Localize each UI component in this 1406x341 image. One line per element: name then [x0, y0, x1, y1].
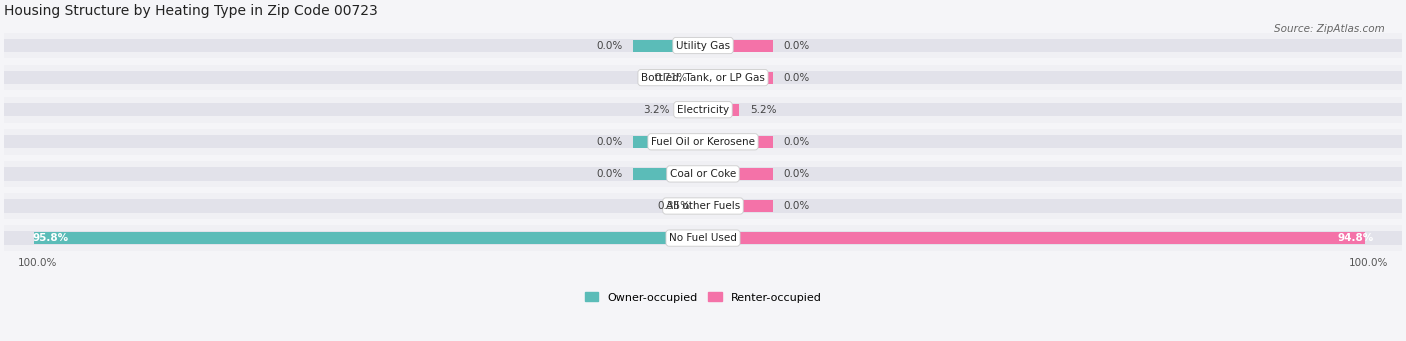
Bar: [34, 232, 703, 244]
Bar: [633, 168, 703, 180]
Bar: [703, 136, 773, 148]
Text: 0.0%: 0.0%: [596, 169, 623, 179]
Bar: [4, 167, 1402, 180]
Bar: [681, 104, 703, 116]
Bar: [4, 135, 1402, 148]
Text: 95.8%: 95.8%: [32, 233, 69, 243]
Bar: [4, 103, 1402, 116]
Bar: [703, 104, 740, 116]
Text: 0.0%: 0.0%: [783, 41, 810, 50]
Bar: [633, 40, 703, 51]
Bar: [4, 232, 1402, 245]
Text: 100.0%: 100.0%: [18, 258, 58, 268]
Text: 0.71%: 0.71%: [655, 73, 688, 83]
Bar: [703, 232, 1365, 244]
Bar: [697, 72, 703, 84]
Text: 94.8%: 94.8%: [1337, 233, 1374, 243]
Text: 0.0%: 0.0%: [783, 137, 810, 147]
Legend: Owner-occupied, Renter-occupied: Owner-occupied, Renter-occupied: [585, 292, 821, 302]
Text: 100.0%: 100.0%: [1348, 258, 1388, 268]
Text: Bottled, Tank, or LP Gas: Bottled, Tank, or LP Gas: [641, 73, 765, 83]
Bar: [703, 40, 773, 51]
Bar: [4, 199, 1402, 213]
Text: 0.0%: 0.0%: [783, 169, 810, 179]
Bar: [700, 200, 703, 212]
Text: 5.2%: 5.2%: [749, 105, 776, 115]
Text: Housing Structure by Heating Type in Zip Code 00723: Housing Structure by Heating Type in Zip…: [4, 4, 378, 18]
Bar: [703, 168, 773, 180]
Bar: [633, 136, 703, 148]
Bar: [4, 33, 1402, 58]
Bar: [4, 39, 1402, 52]
Text: 0.0%: 0.0%: [783, 73, 810, 83]
Text: 3.2%: 3.2%: [644, 105, 671, 115]
Text: 0.0%: 0.0%: [596, 137, 623, 147]
Bar: [4, 161, 1402, 187]
Text: 0.35%: 0.35%: [657, 201, 690, 211]
Text: 0.0%: 0.0%: [783, 201, 810, 211]
Bar: [4, 97, 1402, 122]
Text: Electricity: Electricity: [676, 105, 730, 115]
Bar: [4, 129, 1402, 155]
Text: All other Fuels: All other Fuels: [666, 201, 740, 211]
Text: No Fuel Used: No Fuel Used: [669, 233, 737, 243]
Text: Source: ZipAtlas.com: Source: ZipAtlas.com: [1274, 24, 1385, 34]
Bar: [4, 65, 1402, 90]
Text: Utility Gas: Utility Gas: [676, 41, 730, 50]
Bar: [4, 225, 1402, 251]
Bar: [4, 71, 1402, 84]
Bar: [703, 72, 773, 84]
Text: 0.0%: 0.0%: [596, 41, 623, 50]
Bar: [4, 193, 1402, 219]
Text: Fuel Oil or Kerosene: Fuel Oil or Kerosene: [651, 137, 755, 147]
Text: Coal or Coke: Coal or Coke: [669, 169, 737, 179]
Bar: [703, 200, 773, 212]
